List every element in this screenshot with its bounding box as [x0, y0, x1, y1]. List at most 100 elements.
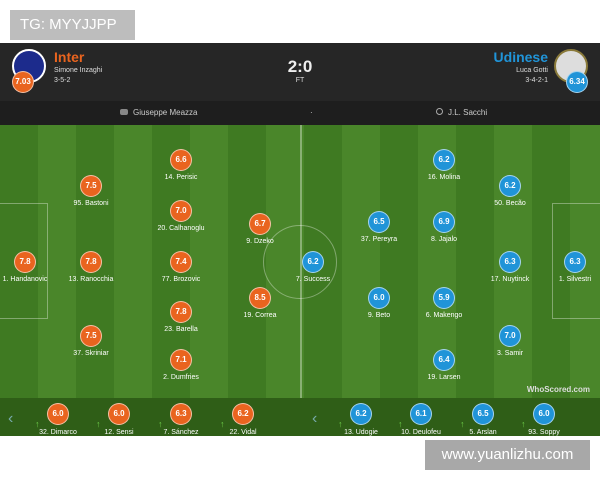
player[interactable]: 7.0 3. Samir [465, 325, 555, 357]
referee-name: J.L. Sacchi [448, 108, 488, 117]
player-name: 7. Success [295, 276, 331, 283]
substitute[interactable]: 6.2 ↑ 13. Udogie [326, 403, 396, 436]
player-rating: 7.1 [170, 349, 192, 371]
substitute[interactable]: 6.1 ↑ 10. Deulofeu [386, 403, 456, 436]
substitute[interactable]: 6.0 ↑ 93. Soppy [509, 403, 579, 436]
player[interactable]: 6.2 16. Molina [399, 149, 489, 181]
watermark-top: TG: MYYJJPP [10, 10, 135, 40]
player-rating: 6.2 [302, 251, 324, 273]
sub-in-arrow-icon: ↑ [35, 419, 40, 429]
substitute[interactable]: 6.0 ↑ 12. Sensi [84, 403, 154, 436]
player-rating: 6.4 [433, 349, 455, 371]
player-name: 6. Makengo [425, 312, 463, 319]
sub-name: 10. Deulofeu [401, 429, 441, 436]
player-name: 3. Samir [496, 350, 524, 357]
player-rating: 8.5 [249, 287, 271, 309]
watermark-bottom: www.yuanlizhu.com [425, 440, 590, 470]
player-rating: 7.5 [80, 325, 102, 347]
sub-rating: 6.0 [533, 403, 555, 425]
sub-name: 13. Udogie [344, 429, 378, 436]
player[interactable]: 6.6 14. Perisic [136, 149, 226, 181]
away-team-name[interactable]: Udinese [493, 49, 548, 65]
sub-in-arrow-icon: ↑ [460, 419, 465, 429]
player-name: 16. Molina [427, 174, 461, 181]
player[interactable]: 6.9 8. Jajalo [399, 211, 489, 243]
player-name: 20. Calhanoglu [157, 225, 205, 232]
player[interactable]: 7.1 2. Dumfries [136, 349, 226, 381]
match-header: 7.03 Inter Simone Inzaghi 3-5-2 2:0 FT U… [0, 43, 600, 101]
home-manager: Simone Inzaghi [54, 67, 103, 74]
player-rating: 6.9 [433, 211, 455, 233]
sub-name: 5. Arslan [469, 429, 497, 436]
player-rating: 6.5 [368, 211, 390, 233]
player[interactable]: 7.5 95. Bastoni [46, 175, 136, 207]
centre-circle [263, 225, 337, 299]
player[interactable]: 5.9 6. Makengo [399, 287, 489, 319]
player[interactable]: 7.8 13. Ranocchia [46, 251, 136, 283]
player[interactable]: 7.8 1. Handanovic [0, 251, 70, 283]
player-name: 50. Becão [494, 200, 526, 207]
sub-in-arrow-icon: ↑ [158, 419, 163, 429]
player-name: 1. Handanovic [2, 276, 48, 283]
away-manager: Luca Gotti [516, 67, 548, 74]
substitute[interactable]: 6.3 ↑ 7. Sánchez [146, 403, 216, 436]
player-rating: 6.0 [368, 287, 390, 309]
player-rating: 7.8 [170, 301, 192, 323]
player[interactable]: 7.0 20. Calhanoglu [136, 200, 226, 232]
player-name: 1. Silvestri [558, 276, 592, 283]
player-rating: 6.3 [564, 251, 586, 273]
sub-rating: 6.5 [472, 403, 494, 425]
player[interactable]: 6.7 9. Dzeko [215, 213, 305, 245]
player[interactable]: 6.5 37. Pereyra [334, 211, 424, 243]
substitute[interactable]: 6.2 ↑ 22. Vidal [208, 403, 278, 436]
player-rating: 7.8 [80, 251, 102, 273]
player-name: 19. Larsen [427, 374, 461, 381]
whistle-icon [436, 108, 443, 115]
player[interactable]: 6.2 50. Becão [465, 175, 555, 207]
player[interactable]: 6.3 17. Nuytinck [465, 251, 555, 283]
sub-in-arrow-icon: ↑ [521, 419, 526, 429]
player[interactable]: 6.3 1. Silvestri [530, 251, 600, 283]
sub-name: 22. Vidal [229, 429, 257, 436]
sub-rating: 6.0 [108, 403, 130, 425]
player[interactable]: 8.5 19. Correa [215, 287, 305, 319]
player-name: 37. Skriniar [73, 350, 109, 357]
substitute[interactable]: 6.5 ↑ 5. Arslan [448, 403, 518, 436]
player-name: 95. Bastoni [73, 200, 109, 207]
player-name: 14. Perisic [164, 174, 198, 181]
player-name: 8. Jajalo [430, 236, 458, 243]
stadium-name: Giuseppe Meazza [133, 108, 198, 117]
away-formation: 3-4-2-1 [525, 77, 548, 84]
player[interactable]: 6.0 9. Beto [334, 287, 424, 319]
away-subs-prev-icon[interactable]: ‹ [312, 410, 318, 427]
player[interactable]: 7.8 23. Barella [136, 301, 226, 333]
home-subs-prev-icon[interactable]: ‹ [8, 410, 14, 427]
sub-name: 7. Sánchez [163, 429, 199, 436]
sub-rating: 6.2 [232, 403, 254, 425]
player[interactable]: 6.4 19. Larsen [399, 349, 489, 381]
player-name: 13. Ranocchia [68, 276, 114, 283]
player-rating: 6.6 [170, 149, 192, 171]
home-penalty-box [0, 203, 48, 319]
player-rating: 7.5 [80, 175, 102, 197]
player-name: 9. Dzeko [246, 238, 274, 245]
player-rating: 7.0 [499, 325, 521, 347]
sub-rating: 6.1 [410, 403, 432, 425]
player-name: 17. Nuytinck [490, 276, 530, 283]
player[interactable]: 7.4 77. Brozovic [136, 251, 226, 283]
sub-rating: 6.0 [47, 403, 69, 425]
sub-in-arrow-icon: ↑ [398, 419, 403, 429]
player[interactable]: 7.5 37. Skriniar [46, 325, 136, 357]
sub-in-arrow-icon: ↑ [96, 419, 101, 429]
match-status: FT [295, 77, 305, 84]
substitute[interactable]: 6.0 ↑ 32. Dimarco [23, 403, 93, 436]
substitutes-bar: ‹ ‹ [0, 398, 600, 436]
player-name: 19. Correa [243, 312, 277, 319]
home-team-name[interactable]: Inter [54, 49, 85, 65]
score: 2:0 [287, 57, 313, 76]
player-rating: 7.4 [170, 251, 192, 273]
away-penalty-box [552, 203, 600, 319]
player-rating: 7.0 [170, 200, 192, 222]
player[interactable]: 6.2 7. Success [268, 251, 358, 283]
sub-in-arrow-icon: ↑ [338, 419, 343, 429]
